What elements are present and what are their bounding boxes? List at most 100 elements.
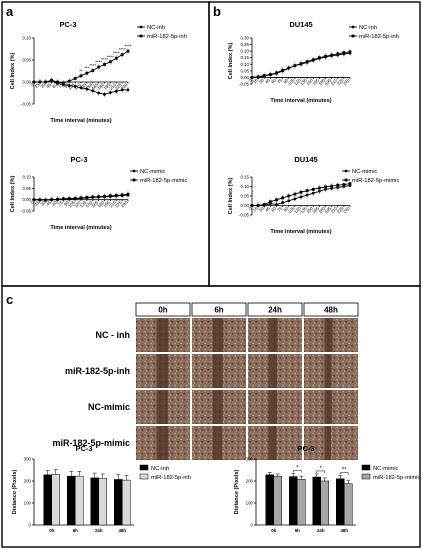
y-tick-label: 0.00 [22, 80, 31, 85]
chart-title: PC-3 [297, 444, 314, 453]
y-tick-label: 0 [251, 523, 254, 528]
data-point [114, 56, 118, 60]
legend-marker [139, 34, 143, 38]
legend-label: NC-mimic [373, 466, 399, 472]
timepoint-header-6h: 6h [214, 306, 223, 315]
wound-gap-band [156, 390, 168, 424]
legend-marker [344, 178, 348, 182]
data-point [126, 49, 130, 53]
data-point [126, 88, 130, 92]
data-point [44, 80, 48, 84]
x-tick-label: 75 [276, 205, 283, 212]
bar [43, 474, 52, 526]
chart-pc3-mimic-cell-index: PC-3 -0.05 0.00 0.05 0.10 0153045607590105120… [10, 155, 187, 231]
x-tick-label: 165 [311, 205, 320, 214]
data-point [299, 190, 303, 194]
x-tick-label: 105 [67, 199, 76, 208]
x-tick-label: 105 [287, 205, 296, 214]
x-tick-label: 0 [247, 77, 253, 83]
data-point [85, 87, 89, 91]
timepoint-header-box [135, 302, 191, 317]
x-tick-label: 195 [324, 205, 333, 214]
legend-label: miR-182-5p-inh [147, 34, 187, 40]
data-point [97, 65, 101, 69]
wound-gap-band [324, 426, 331, 460]
legend-label: NC-mimic [140, 169, 166, 175]
data-point [281, 68, 285, 72]
data-point [281, 201, 285, 205]
significance-annotation: **** [89, 63, 96, 68]
data-point [91, 69, 95, 72]
data-point [103, 92, 106, 96]
x-tick-label: 240 [120, 82, 129, 91]
x-tick-label: 120 [73, 199, 82, 208]
bar [90, 477, 99, 526]
y-tick-label: -0.05 [239, 82, 250, 87]
x-tick-label: 240 [342, 205, 351, 214]
x-tick-label: 210 [108, 82, 117, 91]
data-point [91, 195, 95, 199]
x-tick-label: 165 [311, 77, 320, 86]
x-tick-label: 135 [79, 82, 88, 91]
legend-swatch [361, 464, 371, 471]
chart-du145-inhibitor-cell-index: DU145-0.050.000.050.100.150.200.250.300 1… [228, 20, 399, 104]
x-tick-label: 210 [330, 77, 339, 86]
data-point [275, 71, 278, 75]
x-tick-label: 90 [282, 205, 289, 212]
x-tick-label: 135 [79, 199, 88, 208]
legend-label: miR-182-5p-inh [359, 34, 399, 40]
wound-gap-band [212, 426, 223, 460]
x-tick-label: 105 [287, 77, 296, 86]
significance-bracket [293, 470, 302, 473]
data-point [256, 204, 260, 207]
legend-label: NC-inh [359, 25, 377, 31]
data-point [311, 58, 315, 62]
x-tick-label: 60 [270, 205, 277, 212]
x-axis-label: Time interval (minutes) [50, 118, 111, 124]
data-point [305, 193, 309, 197]
timepoint-header-0h: 0h [158, 306, 167, 315]
data-point [348, 182, 352, 186]
x-tick-label: 195 [102, 199, 111, 208]
x-tick-label: 135 [299, 205, 308, 214]
legend-label: miR-182-5p-mimic [373, 475, 420, 481]
y-tick-label: 100 [24, 501, 32, 506]
data-point [317, 186, 321, 190]
wound-gap-band [268, 390, 278, 424]
x-tick-label: 180 [96, 82, 105, 91]
timepoint-header-48h: 48h [324, 306, 338, 315]
chart-pc3-inhibitor-cell-index: PC-3-0.050.000.050.100153045607590105120… [10, 20, 187, 124]
data-point [120, 193, 124, 197]
data-point [120, 53, 124, 57]
data-point [73, 196, 77, 200]
chart-pc3-inhibitor-migration-bars: PC-3 0 100 200 300 Distance (Pixels) 0h 6h 24h 48… [12, 444, 191, 533]
data-point [103, 63, 106, 66]
data-point [324, 185, 327, 189]
y-tick-label: 0.00 [240, 203, 249, 208]
x-tick-label: 150 [85, 199, 94, 208]
significance-annotation: ** [79, 68, 83, 73]
x-tick-label: 180 [96, 199, 105, 208]
bar [289, 476, 298, 526]
x-tick-label: 150 [85, 82, 94, 91]
wound-gap-band [268, 318, 278, 352]
x-tick-label: 90 [282, 77, 289, 84]
data-point [336, 52, 340, 56]
data-point [120, 88, 124, 92]
data-point [73, 85, 77, 88]
data-point [126, 192, 130, 196]
data-point [275, 198, 278, 202]
data-point [67, 84, 71, 87]
data-point [305, 189, 309, 193]
significance-bracket [340, 472, 349, 475]
y-tick-label: 0.15 [240, 175, 249, 180]
x-tick-label: 45 [45, 82, 52, 89]
x-tick-label: 240 [342, 77, 351, 86]
data-point [311, 191, 315, 195]
wound-gap-band [268, 354, 278, 388]
x-tick-label: 120 [73, 82, 82, 91]
bar [51, 474, 60, 526]
y-axis-label: Distance (Pixels) [234, 469, 240, 514]
x-tick-label: 165 [91, 82, 100, 91]
data-point [268, 200, 272, 204]
